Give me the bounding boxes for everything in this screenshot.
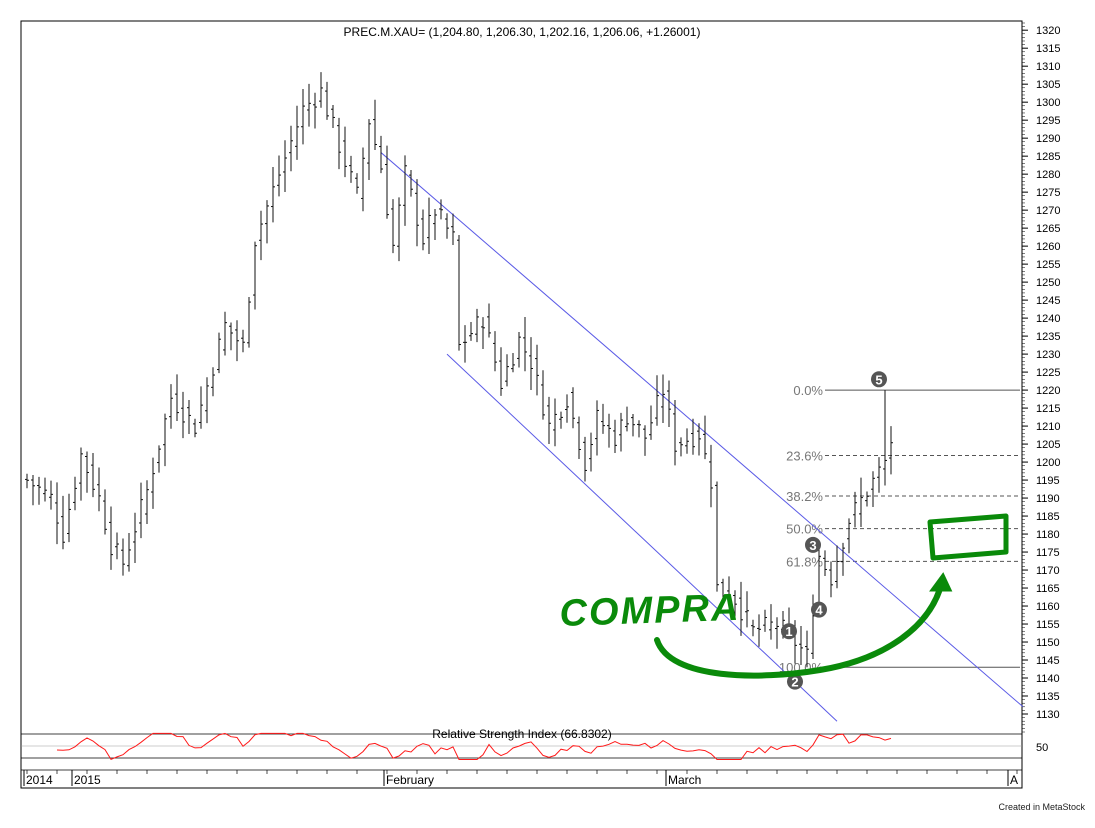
fib-level-label: 38.2%	[786, 489, 823, 504]
x-tick-label: February	[386, 773, 434, 787]
y-tick-label: 1140	[1036, 673, 1060, 685]
rsi-panel: Relative Strength Index (66.8302) 50	[21, 727, 1048, 761]
wave-marker-label: 1	[785, 624, 792, 639]
trend-channel	[380, 152, 1024, 722]
compra-text: COMPRA	[559, 587, 741, 635]
y-tick-label: 1265	[1036, 223, 1060, 235]
compra-annotation: COMPRA	[559, 513, 1009, 679]
wave-marker: 1	[781, 623, 797, 640]
wave-marker-label: 5	[875, 372, 882, 387]
date-axis: 2014 2015 February March A	[23, 770, 1018, 787]
x-tick-label: 2015	[74, 773, 101, 787]
x-tick-label: 2014	[26, 773, 53, 787]
price-axis: 1130 1135 1140 1145 1150 1155 1160 1165 1170 1175…	[1022, 22, 1060, 733]
y-tick-label: 1255	[1036, 259, 1060, 271]
y-tick-label: 1155	[1036, 619, 1060, 631]
wave-marker-label: 2	[791, 675, 798, 690]
y-tick-label: 1135	[1036, 691, 1060, 703]
rsi-tick-label: 50	[1036, 742, 1048, 754]
rsi-line	[56, 732, 892, 761]
y-tick-label: 1150	[1036, 637, 1060, 649]
wave-marker-circle	[805, 536, 821, 553]
y-tick-label: 1180	[1036, 529, 1060, 541]
y-tick-label: 1285	[1036, 151, 1060, 163]
y-tick-label: 1145	[1036, 655, 1060, 667]
x-tick-label: March	[668, 773, 701, 787]
wave-marker: 3	[805, 536, 821, 553]
y-tick-label: 1160	[1036, 601, 1060, 613]
wave-marker-circle	[871, 371, 887, 388]
y-tick-label: 1275	[1036, 187, 1060, 199]
price-bars	[25, 72, 893, 668]
y-tick-label: 1165	[1036, 583, 1060, 595]
wave-marker: 5	[871, 371, 887, 388]
y-tick-label: 1310	[1036, 61, 1060, 73]
wave-marker-circle	[781, 623, 797, 640]
y-tick-label: 1190	[1036, 493, 1060, 505]
y-tick-label: 1260	[1036, 241, 1060, 253]
wave-marker-circle	[811, 601, 827, 618]
curved-arrow	[654, 579, 945, 679]
y-tick-label: 1215	[1036, 403, 1060, 415]
y-tick-label: 1300	[1036, 97, 1060, 109]
rsi-label: Relative Strength Index (66.8302)	[432, 727, 611, 741]
y-tick-label: 1235	[1036, 331, 1060, 343]
y-tick-label: 1175	[1036, 547, 1060, 559]
y-tick-label: 1250	[1036, 277, 1060, 289]
fib-level-label: 50.0%	[786, 522, 823, 537]
y-tick-label: 1170	[1036, 565, 1060, 577]
fib-level-label: 61.8%	[786, 554, 823, 569]
fibonacci-retracement: 0.0%23.6%38.2%50.0%61.8%100.0%	[779, 383, 1020, 675]
footer-credit: Created in MetaStock	[998, 802, 1085, 812]
fib-level-label: 0.0%	[793, 383, 823, 398]
arrow-head	[929, 572, 953, 592]
y-tick-label: 1320	[1036, 25, 1060, 37]
y-tick-label: 1200	[1036, 457, 1060, 469]
chart-title: PREC.M.XAU= (1,204.80, 1,206.30, 1,202.1…	[344, 25, 701, 39]
wave-marker: 2	[787, 673, 803, 690]
y-tick-label: 1130	[1036, 709, 1060, 721]
y-tick-label: 1305	[1036, 79, 1060, 91]
y-tick-label: 1195	[1036, 475, 1060, 487]
y-tick-label: 1220	[1036, 385, 1060, 397]
wave-markers: 1 2 3 4 5	[781, 371, 887, 690]
target-box	[927, 513, 1009, 561]
wave-marker-circle	[787, 673, 803, 690]
y-tick-label: 1225	[1036, 367, 1060, 379]
fib-level-label: 23.6%	[786, 448, 823, 463]
y-tick-label: 1185	[1036, 511, 1060, 523]
x-tick-label: A	[1010, 773, 1018, 787]
channel-upper-line	[380, 152, 1024, 708]
channel-lower-line	[446, 353, 838, 722]
y-tick-label: 1240	[1036, 313, 1060, 325]
y-tick-label: 1210	[1036, 421, 1060, 433]
wave-marker-label: 3	[809, 538, 816, 553]
y-tick-label: 1315	[1036, 43, 1060, 55]
y-tick-label: 1295	[1036, 115, 1060, 127]
wave-marker: 4	[811, 601, 827, 618]
y-tick-label: 1205	[1036, 439, 1060, 451]
y-tick-label: 1290	[1036, 133, 1060, 145]
y-tick-label: 1230	[1036, 349, 1060, 361]
y-tick-label: 1245	[1036, 295, 1060, 307]
y-tick-label: 1270	[1036, 205, 1060, 217]
wave-marker-label: 4	[815, 603, 823, 618]
y-tick-label: 1280	[1036, 169, 1060, 181]
